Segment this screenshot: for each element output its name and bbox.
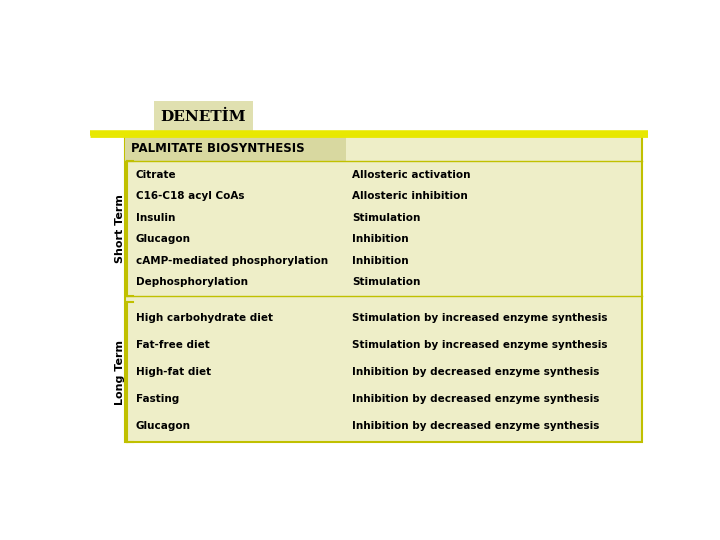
Text: Glucagon: Glucagon — [136, 421, 191, 430]
Bar — [153, 101, 253, 132]
Text: Allosteric activation: Allosteric activation — [352, 170, 470, 180]
Text: C16-C18 acyl CoAs: C16-C18 acyl CoAs — [136, 191, 244, 201]
Text: Stimulation: Stimulation — [352, 277, 420, 287]
Text: High-fat diet: High-fat diet — [136, 367, 211, 377]
Bar — [125, 137, 642, 442]
Text: Short Term: Short Term — [115, 194, 125, 263]
Text: PALMITATE BIOSYNTHESIS: PALMITATE BIOSYNTHESIS — [131, 142, 305, 155]
Text: Long Term: Long Term — [115, 340, 125, 404]
Text: Inhibition: Inhibition — [352, 255, 408, 266]
Text: Inhibition by decreased enzyme synthesis: Inhibition by decreased enzyme synthesis — [352, 421, 599, 430]
Text: Inhibition: Inhibition — [352, 234, 408, 244]
Text: DENETİM: DENETİM — [161, 110, 246, 124]
Text: Dephosphorylation: Dephosphorylation — [136, 277, 248, 287]
Bar — [125, 137, 346, 161]
Text: cAMP-mediated phosphorylation: cAMP-mediated phosphorylation — [136, 255, 328, 266]
Text: High carbohydrate diet: High carbohydrate diet — [136, 313, 273, 323]
Text: Fat-free diet: Fat-free diet — [136, 340, 210, 350]
Text: Insulin: Insulin — [136, 213, 175, 222]
Text: Stimulation by increased enzyme synthesis: Stimulation by increased enzyme synthesi… — [352, 340, 608, 350]
Text: Stimulation by increased enzyme synthesis: Stimulation by increased enzyme synthesi… — [352, 313, 608, 323]
Text: Allosteric inhibition: Allosteric inhibition — [352, 191, 468, 201]
Text: Inhibition by decreased enzyme synthesis: Inhibition by decreased enzyme synthesis — [352, 367, 599, 377]
Text: Inhibition by decreased enzyme synthesis: Inhibition by decreased enzyme synthesis — [352, 394, 599, 404]
Text: Glucagon: Glucagon — [136, 234, 191, 244]
Text: Fasting: Fasting — [136, 394, 179, 404]
Text: Stimulation: Stimulation — [352, 213, 420, 222]
Text: Citrate: Citrate — [136, 170, 176, 180]
